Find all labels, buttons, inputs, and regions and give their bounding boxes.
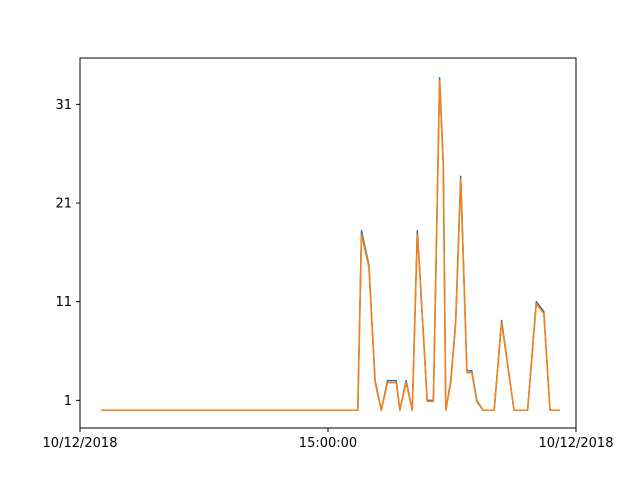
y-tick-label: 21 (55, 197, 72, 212)
x-tick-label: 10/12/2018 (43, 436, 118, 451)
x-axis: 10/12/2018 15:00:00 10/12/2018 (43, 428, 614, 451)
y-tick-label: 11 (55, 295, 72, 310)
series-layer (101, 76, 560, 411)
x-tick-label: 15:00:00 (299, 436, 357, 451)
series-line-2 (101, 79, 560, 411)
y-tick-label: 1 (64, 394, 72, 409)
x-tick-label: 10/12/2018 (539, 436, 614, 451)
y-tick-label: 31 (55, 98, 72, 113)
